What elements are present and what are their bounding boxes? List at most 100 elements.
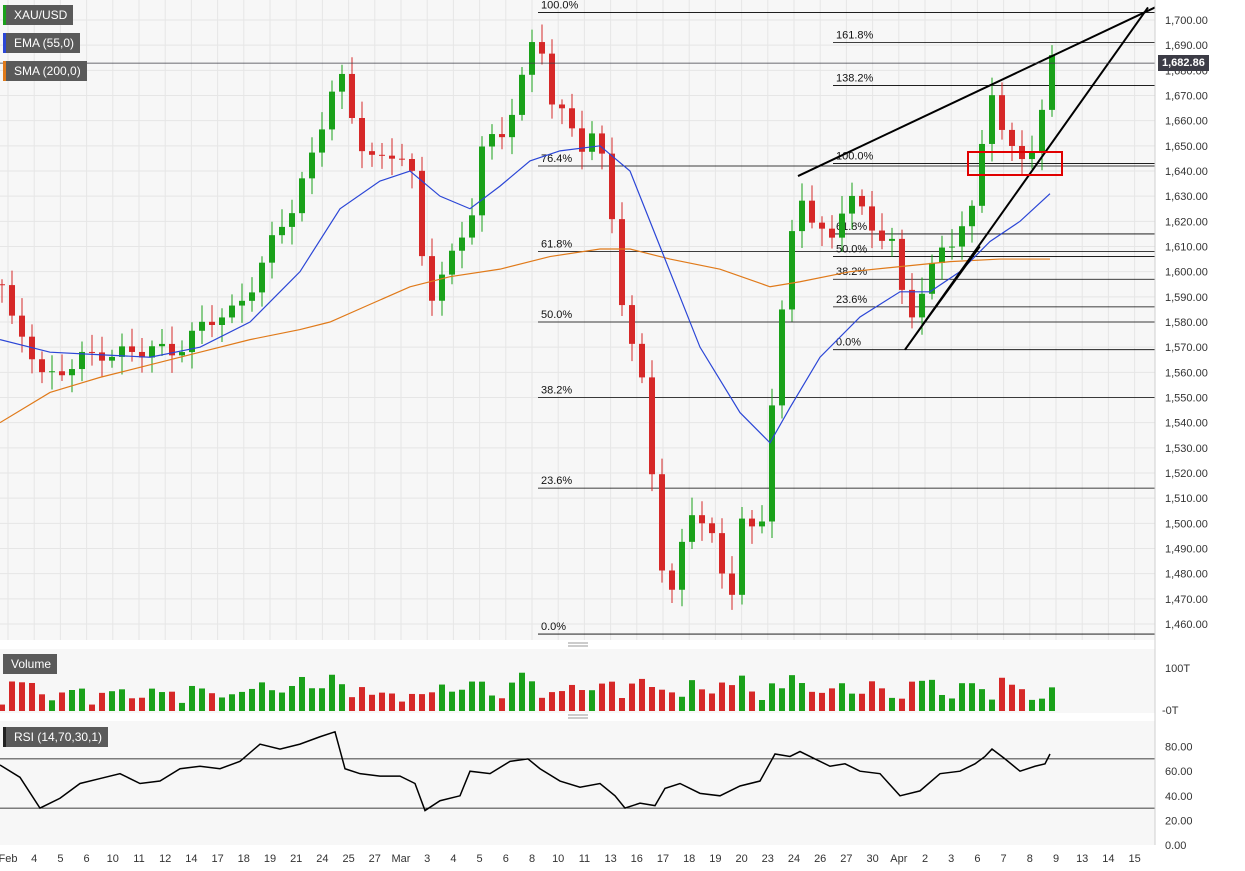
candle-body — [879, 230, 885, 241]
legend-symbol[interactable]: XAU/USD — [3, 5, 74, 25]
candle-body — [759, 521, 765, 527]
candle-body — [999, 95, 1005, 130]
candle-body — [619, 219, 625, 306]
fib-level-label: 161.8% — [836, 30, 874, 42]
legend-ema[interactable]: EMA (55,0) — [3, 33, 81, 53]
candle-body — [359, 118, 365, 152]
volume-bar — [679, 696, 685, 711]
price-tick-label: 1,550.00 — [1165, 393, 1208, 405]
volume-bar — [209, 693, 215, 711]
candle-body — [539, 42, 545, 54]
candle-body — [299, 178, 305, 214]
volume-bar — [929, 679, 935, 711]
candle-body — [9, 285, 15, 316]
candle-body — [179, 352, 185, 356]
candle-body — [229, 305, 235, 318]
time-tick-label: Mar — [392, 853, 411, 865]
volume-bar — [229, 694, 235, 711]
fib-level-label: 23.6% — [541, 475, 572, 487]
last-price-text: 1,682.86 — [1162, 57, 1205, 69]
candle-body — [519, 74, 525, 115]
volume-bar — [769, 683, 775, 711]
volume-bar — [489, 695, 495, 711]
volume-bar — [1019, 689, 1025, 711]
time-tick-label: 18 — [683, 853, 695, 865]
volume-bar — [349, 697, 355, 711]
volume-bar — [149, 688, 155, 711]
time-tick-label: 19 — [264, 853, 276, 865]
fibonacci-retracement-2: 161.8%138.2%100.0%61.8%50.0%38.2%23.6%0.… — [833, 30, 1155, 351]
candle-body — [939, 247, 945, 263]
legend-sma-text: SMA (200,0) — [14, 64, 81, 78]
legend-ema-text: EMA (55,0) — [14, 36, 75, 50]
volume-bar — [339, 684, 345, 711]
volume-bars: 100T -0T — [0, 663, 1190, 717]
volume-bar — [519, 672, 525, 711]
volume-bar — [1009, 684, 1015, 711]
fib-level-label: 38.2% — [836, 266, 867, 278]
candle-body — [559, 104, 565, 109]
candle-body — [479, 146, 485, 216]
volume-bar — [689, 680, 695, 711]
time-tick-label: 24 — [316, 853, 328, 865]
volume-bar — [399, 701, 405, 711]
volume-bar — [709, 693, 715, 711]
candle-body — [219, 317, 225, 326]
volume-bar — [289, 685, 295, 711]
price-axis: 1,460.00 1,470.00 1,480.00 1,490.00 1,500.00… — [1165, 15, 1208, 631]
price-tick-label: 1,490.00 — [1165, 544, 1208, 556]
panel-drag-handle[interactable] — [568, 642, 588, 719]
candle-body — [389, 155, 395, 159]
candle-body — [1029, 152, 1035, 160]
volume-bar — [469, 681, 475, 711]
volume-bar — [29, 682, 35, 711]
legend-rsi[interactable]: RSI (14,70,30,1) — [3, 727, 109, 747]
volume-bar — [549, 692, 555, 711]
volume-tick-label: -0T — [1162, 705, 1179, 717]
legend-sma[interactable]: SMA (200,0) — [3, 61, 87, 81]
volume-bar — [459, 689, 465, 711]
volume-bar — [889, 697, 895, 711]
volume-bar — [939, 694, 945, 711]
volume-bar — [319, 688, 325, 711]
resistance-trendline — [797, 6, 1156, 177]
candle-body — [489, 134, 495, 147]
volume-bar — [699, 689, 705, 711]
price-tick-label: 1,610.00 — [1165, 242, 1208, 254]
candle-body — [929, 262, 935, 294]
time-tick-label: 3 — [424, 853, 430, 865]
time-tick-label: Feb — [0, 853, 17, 865]
candle-body — [89, 351, 95, 353]
volume-bar — [749, 691, 755, 711]
volume-bar — [569, 684, 575, 711]
candle-body — [529, 42, 535, 75]
time-tick-label: 13 — [1076, 853, 1088, 865]
volume-tick-label: 100T — [1165, 663, 1190, 675]
candle-body — [459, 237, 465, 251]
time-tick-label: 18 — [238, 853, 250, 865]
candle-body — [959, 226, 965, 247]
legend-volume[interactable]: Volume — [3, 654, 58, 674]
candle-body — [399, 158, 405, 160]
volume-bar — [719, 682, 725, 711]
volume-bar — [959, 683, 965, 711]
volume-bar — [219, 697, 225, 711]
candle-body — [499, 134, 505, 138]
time-tick-label: 13 — [604, 853, 616, 865]
volume-bar — [379, 692, 385, 711]
volume-bar — [19, 682, 25, 711]
candle-body — [379, 154, 385, 156]
fib-level-label: 138.2% — [836, 72, 874, 84]
volume-bar — [479, 681, 485, 711]
time-tick-label: 6 — [503, 853, 509, 865]
volume-bar — [839, 683, 845, 711]
candle-body — [79, 351, 85, 370]
time-tick-label: 11 — [133, 853, 144, 865]
candle-body — [19, 315, 25, 337]
fib-level-label: 0.0% — [541, 621, 566, 633]
fib-level-label: 61.8% — [541, 239, 572, 251]
volume-bar — [859, 693, 865, 711]
volume-bar — [899, 698, 905, 711]
volume-bar — [329, 674, 335, 711]
